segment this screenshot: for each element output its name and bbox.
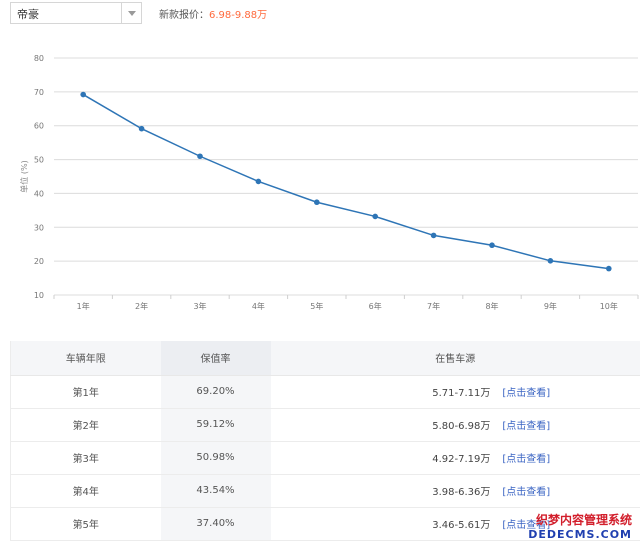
retention-chart-svg: 10 20 30 40 50 60 70 80 1年 2年 3年 4年 5年 6年 7年 8年 9年 10年 单位 … — [19, 54, 639, 311]
view-link[interactable]: [点击查看] — [502, 421, 551, 432]
y-tick-label: 50 — [34, 156, 44, 165]
header-rate: 保值率 — [160, 341, 271, 376]
row-year: 第1年 — [10, 375, 161, 409]
data-point — [197, 153, 203, 160]
y-axis-label: 单位 (%) — [19, 160, 29, 192]
row-rate: 69.20% — [160, 375, 271, 409]
row-price: 3.46-5.61万 — [432, 520, 491, 531]
table-row: 第3年 50.98% 4.92-7.19万 [点击查看] — [10, 441, 640, 475]
row-rate: 50.98% — [160, 441, 271, 475]
retention-chart: 10 20 30 40 50 60 70 80 1年 2年 3年 4年 5年 6年 7年 8年 9年 10年 单位 … — [0, 40, 640, 320]
view-link[interactable]: [点击查看] — [502, 388, 551, 399]
data-point — [372, 213, 379, 220]
view-link[interactable]: [点击查看] — [502, 454, 551, 465]
row-source: 5.80-6.98万 [点击查看] — [270, 408, 640, 442]
x-tick-label: 9年 — [544, 301, 557, 311]
row-price: 5.80-6.98万 — [432, 421, 491, 432]
row-year: 第5年 — [10, 507, 161, 541]
y-tick-label: 80 — [34, 54, 44, 63]
watermark-sub: DEDECMS.COM — [528, 528, 632, 541]
row-rate: 59.12% — [160, 408, 271, 442]
table-row: 第2年 59.12% 5.80-6.98万 [点击查看] — [10, 408, 640, 442]
data-point — [314, 199, 320, 206]
x-tick-label: 10年 — [600, 301, 618, 311]
y-tick-label: 10 — [34, 291, 44, 300]
model-select-value: 帝豪 — [17, 8, 39, 21]
y-tick-label: 70 — [34, 88, 44, 97]
price-label: 新款报价： — [159, 10, 209, 21]
data-point — [489, 242, 495, 249]
x-tick-label: 3年 — [193, 301, 206, 311]
retention-table: 车辆年限 保值率 在售车源 第1年 69.20% 5.71-7.11万 [点击查看… — [10, 341, 640, 541]
row-source: 5.71-7.11万 [点击查看] — [270, 375, 640, 409]
series-line — [82, 93, 609, 270]
data-point — [138, 125, 145, 132]
header-year: 车辆年限 — [10, 341, 161, 376]
view-link[interactable]: [点击查看] — [502, 520, 551, 531]
row-price: 5.71-7.11万 — [432, 388, 491, 399]
row-rate: 43.54% — [160, 474, 271, 508]
row-source: 3.98-6.36万 [点击查看] — [270, 474, 640, 508]
row-price: 4.92-7.19万 — [432, 454, 491, 465]
row-price: 3.98-6.36万 — [432, 487, 491, 498]
row-year: 第2年 — [10, 408, 161, 442]
row-source: 4.92-7.19万 [点击查看] — [270, 441, 640, 475]
x-tick-label: 7年 — [427, 301, 440, 311]
watermark-logo: 织梦内容管理系统 DEDECMS.COM — [528, 511, 632, 541]
x-tick-label: 4年 — [252, 301, 265, 311]
model-select[interactable]: 帝豪 — [10, 2, 142, 24]
table-row: 第5年 37.40% 3.46-5.61万 [点击查看] — [10, 507, 640, 541]
row-year: 第3年 — [10, 441, 161, 475]
y-tick-label: 60 — [34, 122, 44, 131]
data-point — [606, 265, 612, 272]
y-tick-label: 30 — [34, 223, 44, 232]
table-header-row: 车辆年限 保值率 在售车源 — [10, 341, 640, 376]
data-point — [255, 178, 262, 185]
x-tick-label: 2年 — [135, 301, 148, 311]
price-range: 6.98-9.88万 — [209, 10, 268, 21]
price-info: 新款报价：6.98-9.88万 — [159, 6, 267, 21]
table-row: 第1年 69.20% 5.71-7.11万 [点击查看] — [10, 375, 640, 409]
x-tick-label: 5年 — [310, 301, 323, 311]
model-select-toggle[interactable] — [121, 3, 141, 23]
data-point — [430, 232, 437, 239]
view-link[interactable]: [点击查看] — [502, 487, 551, 498]
filter-bar: 帝豪 新款报价：6.98-9.88万 — [0, 0, 640, 26]
table-row: 第4年 43.54% 3.98-6.36万 [点击查看] — [10, 474, 640, 508]
row-rate: 37.40% — [160, 507, 271, 541]
row-year: 第4年 — [10, 474, 161, 508]
data-point — [80, 91, 86, 98]
row-source: 3.46-5.61万 [点击查看] — [270, 507, 640, 541]
x-tick-label: 8年 — [485, 301, 498, 311]
header-source: 在售车源 — [270, 341, 640, 376]
y-tick-label: 20 — [34, 257, 44, 266]
x-tick-label: 1年 — [77, 301, 90, 311]
y-tick-label: 40 — [34, 189, 44, 198]
x-tick-label: 6年 — [369, 301, 382, 311]
chevron-down-icon — [128, 11, 136, 16]
watermark-main: 织梦内容管理系统 — [535, 513, 632, 527]
data-point — [547, 258, 554, 264]
